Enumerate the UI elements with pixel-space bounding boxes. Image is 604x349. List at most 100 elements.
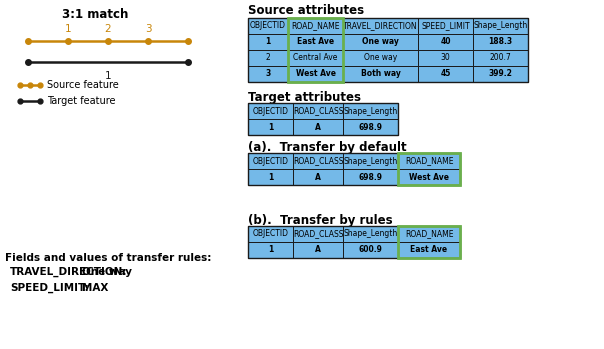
Text: East Ave: East Ave — [297, 37, 334, 46]
Text: TRAVEL_DIRECTION: TRAVEL_DIRECTION — [343, 22, 418, 30]
Bar — [293, 226, 343, 242]
Text: Shape_Length: Shape_Length — [344, 106, 397, 116]
Text: One way: One way — [362, 37, 399, 46]
Text: SPEED_LIMIT: SPEED_LIMIT — [421, 22, 470, 30]
Bar — [293, 153, 343, 169]
Bar — [288, 34, 343, 50]
Bar — [293, 103, 343, 119]
Bar — [288, 66, 343, 82]
Bar — [248, 153, 293, 169]
Bar — [293, 242, 343, 258]
Text: ROAD_CLASS: ROAD_CLASS — [293, 156, 343, 165]
Bar — [398, 226, 460, 258]
Text: ROAD_NAME: ROAD_NAME — [405, 156, 453, 165]
Text: 1: 1 — [65, 24, 71, 34]
Text: Fields and values of transfer rules:: Fields and values of transfer rules: — [5, 253, 211, 263]
Text: (a).  Transfer by default: (a). Transfer by default — [248, 141, 406, 154]
Bar — [248, 119, 293, 135]
Text: OBJECTID: OBJECTID — [252, 106, 289, 116]
Text: ROAD_CLASS: ROAD_CLASS — [293, 230, 343, 238]
Bar — [418, 66, 473, 82]
Text: 2: 2 — [104, 24, 111, 34]
Bar — [248, 226, 460, 258]
Bar — [293, 119, 343, 135]
Bar — [418, 18, 473, 34]
Text: A: A — [315, 245, 321, 254]
Bar — [288, 18, 343, 34]
Text: 1: 1 — [268, 172, 273, 181]
Bar — [248, 103, 398, 135]
Bar — [343, 169, 398, 185]
Text: 698.9: 698.9 — [359, 172, 382, 181]
Text: 2: 2 — [266, 53, 271, 62]
Text: 399.2: 399.2 — [489, 69, 512, 79]
Bar — [343, 34, 418, 50]
Text: A: A — [315, 172, 321, 181]
Bar — [248, 66, 288, 82]
Bar — [473, 18, 528, 34]
Text: TRAVEL_DIRECTION:: TRAVEL_DIRECTION: — [10, 267, 127, 277]
Bar — [288, 18, 343, 82]
Text: Central Ave: Central Ave — [294, 53, 338, 62]
Bar — [343, 226, 398, 242]
Text: 1: 1 — [268, 245, 273, 254]
Text: MAX: MAX — [82, 283, 108, 293]
Text: Shape_Length: Shape_Length — [474, 22, 528, 30]
Bar — [248, 50, 288, 66]
Text: 3: 3 — [265, 69, 271, 79]
Bar — [248, 103, 293, 119]
Text: 600.9: 600.9 — [359, 245, 382, 254]
Text: One way: One way — [82, 267, 132, 277]
Bar — [343, 18, 418, 34]
Text: OBJECTID: OBJECTID — [252, 156, 289, 165]
Bar — [343, 50, 418, 66]
Text: East Ave: East Ave — [411, 245, 448, 254]
Bar — [473, 50, 528, 66]
Bar — [248, 169, 293, 185]
Text: Target attributes: Target attributes — [248, 91, 361, 104]
Text: 3:1 match: 3:1 match — [62, 8, 128, 21]
Bar — [248, 18, 288, 34]
Text: ROAD_NAME: ROAD_NAME — [291, 22, 339, 30]
Bar — [248, 153, 460, 185]
Bar — [343, 103, 398, 119]
Text: 1: 1 — [265, 37, 271, 46]
Text: 1: 1 — [104, 71, 111, 81]
Text: Both way: Both way — [361, 69, 400, 79]
Bar — [418, 34, 473, 50]
Bar — [473, 34, 528, 50]
Text: OBJECTID: OBJECTID — [250, 22, 286, 30]
Text: 45: 45 — [440, 69, 451, 79]
Text: Shape_Length: Shape_Length — [344, 230, 397, 238]
Text: West Ave: West Ave — [409, 172, 449, 181]
Bar — [288, 50, 343, 66]
Bar — [293, 169, 343, 185]
Text: West Ave: West Ave — [295, 69, 335, 79]
Text: 40: 40 — [440, 37, 451, 46]
Text: 698.9: 698.9 — [359, 122, 382, 132]
Bar — [248, 226, 293, 242]
Bar — [418, 50, 473, 66]
Bar — [343, 153, 398, 169]
Text: One way: One way — [364, 53, 397, 62]
Text: 188.3: 188.3 — [489, 37, 513, 46]
Bar — [248, 242, 293, 258]
Text: Source feature: Source feature — [47, 80, 119, 90]
Bar — [343, 242, 398, 258]
Bar — [398, 153, 460, 169]
Text: SPEED_LIMIT:: SPEED_LIMIT: — [10, 283, 89, 293]
Bar — [473, 66, 528, 82]
Bar — [398, 169, 460, 185]
Text: ROAD_CLASS: ROAD_CLASS — [293, 106, 343, 116]
Text: A: A — [315, 122, 321, 132]
Text: 1: 1 — [268, 122, 273, 132]
Bar — [398, 153, 460, 185]
Bar — [248, 34, 288, 50]
Text: 200.7: 200.7 — [490, 53, 512, 62]
Bar — [343, 119, 398, 135]
Text: OBJECTID: OBJECTID — [252, 230, 289, 238]
Text: ROAD_NAME: ROAD_NAME — [405, 230, 453, 238]
Bar — [248, 18, 528, 82]
Text: (b).  Transfer by rules: (b). Transfer by rules — [248, 214, 393, 227]
Text: Source attributes: Source attributes — [248, 4, 364, 17]
